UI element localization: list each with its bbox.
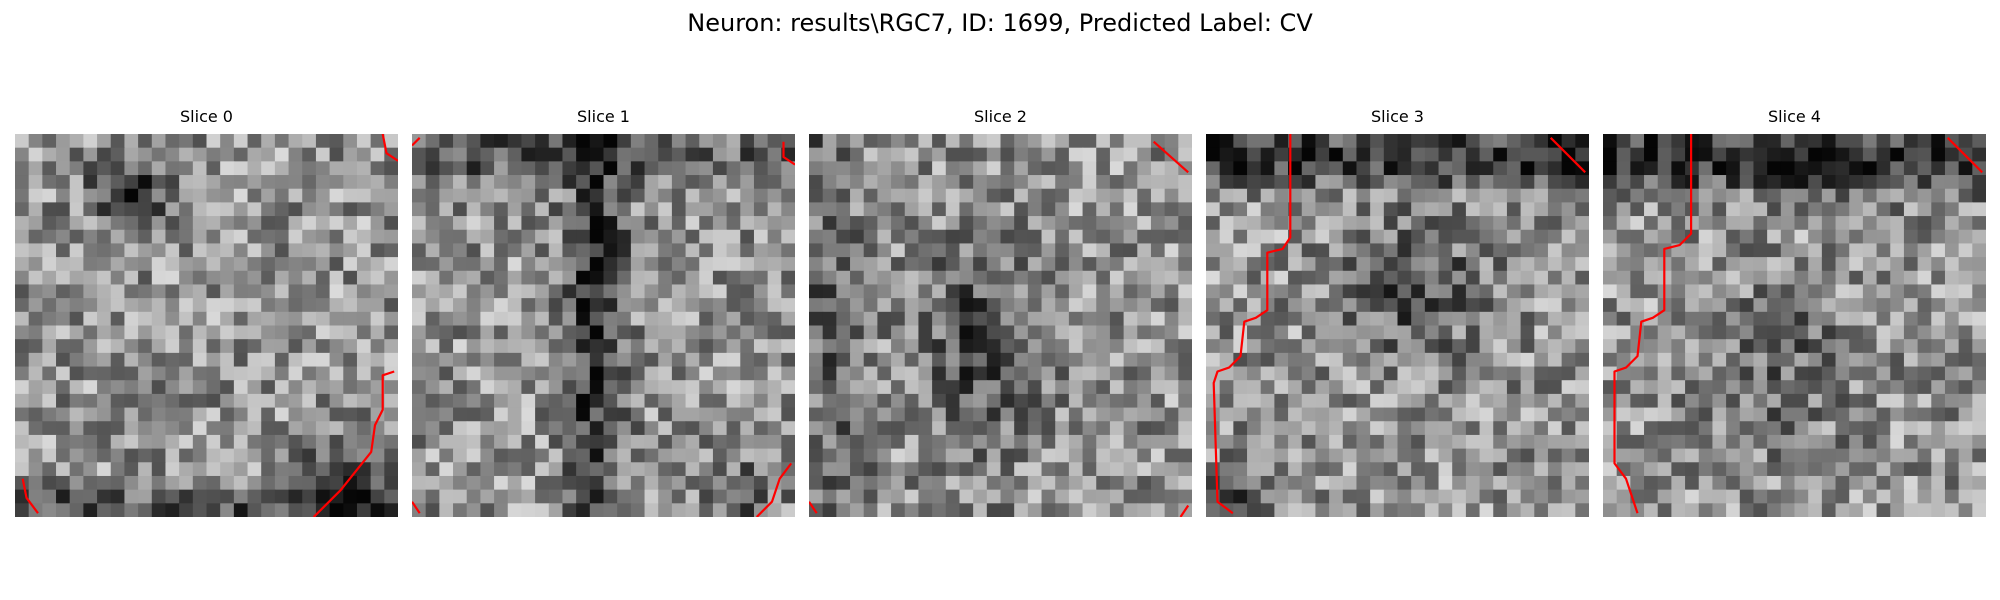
slice-panel-0: Slice 0 [15,106,398,517]
contour-line [809,501,818,514]
pixel-grid [809,134,1192,517]
slice-image-1 [412,134,795,517]
slice-image-2 [809,134,1192,517]
contour-line [755,462,793,517]
contour-line [1179,504,1190,517]
contour-line [312,370,395,517]
pixel-grid [1603,134,1986,517]
slice-title: Slice 0 [180,107,233,126]
contour-line [1549,137,1586,174]
contour-line [1946,137,1983,174]
slice-image-0 [15,134,398,517]
figure-title: Neuron: results\RGC7, ID: 1699, Predicte… [687,9,1313,37]
slice-panel-3: Slice 3 [1206,106,1589,517]
contour-line [1613,134,1693,514]
pixel-grid [1206,134,1589,517]
slice-title: Slice 4 [1768,107,1821,126]
contour-line [381,134,398,162]
contour-line [782,141,795,166]
contour-line [21,478,39,514]
pixel-grid [15,134,398,517]
contour-line [412,501,421,514]
slice-panel-2: Slice 2 [809,106,1192,517]
slice-title: Slice 1 [577,107,630,126]
slice-image-4 [1603,134,1986,517]
contour-line [1212,134,1292,515]
slice-title: Slice 2 [974,107,1027,126]
slice-panel-4: Slice 4 [1603,106,1986,517]
contour-line [1152,140,1189,174]
slice-image-3 [1206,134,1589,517]
slice-panel-1: Slice 1 [412,106,795,517]
slice-title: Slice 3 [1371,107,1424,126]
pixel-grid [412,134,795,517]
contour-line [412,137,421,147]
